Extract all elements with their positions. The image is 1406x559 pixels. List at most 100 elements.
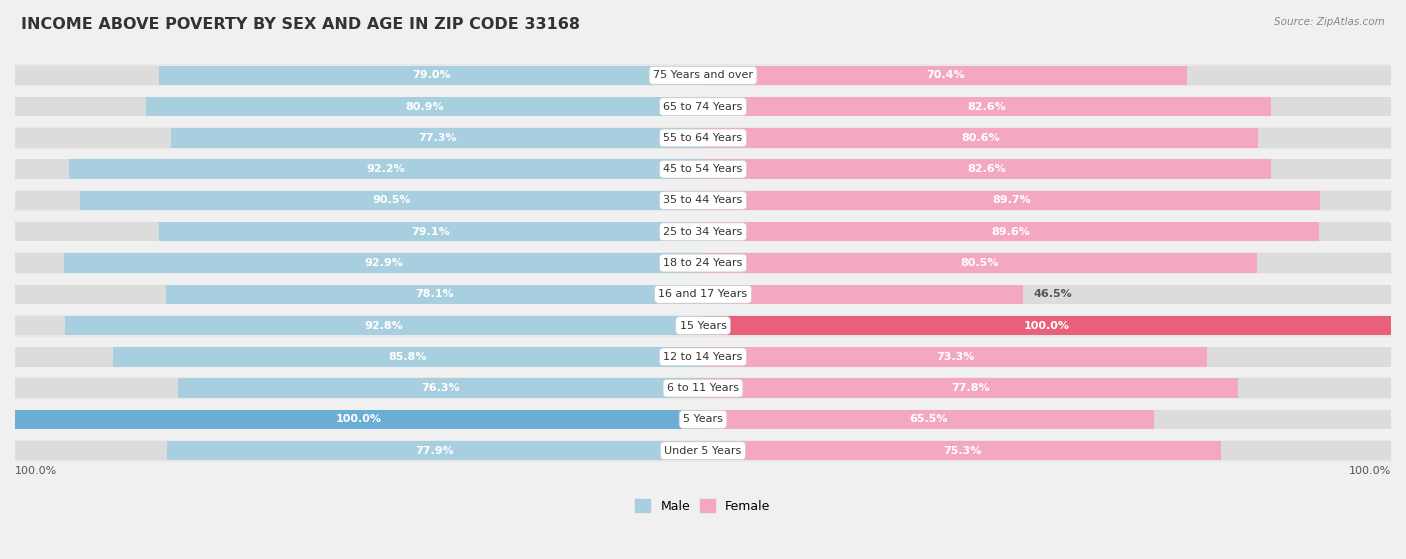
Text: 90.5%: 90.5% [373,196,411,206]
Bar [15,65,703,85]
Bar [15,128,703,148]
Bar [703,285,1024,304]
Text: 89.7%: 89.7% [993,196,1031,206]
Text: 73.3%: 73.3% [936,352,974,362]
Text: 89.6%: 89.6% [991,227,1031,237]
Bar [166,285,703,304]
Bar [15,316,703,335]
Text: 35 to 44 Years: 35 to 44 Years [664,196,742,206]
Bar [15,440,1391,462]
Text: 65.5%: 65.5% [910,414,948,424]
Bar [15,221,1391,243]
Bar [703,159,1271,179]
Bar [15,159,703,179]
Bar [703,441,1391,461]
Bar [15,158,1391,180]
Text: INCOME ABOVE POVERTY BY SEX AND AGE IN ZIP CODE 33168: INCOME ABOVE POVERTY BY SEX AND AGE IN Z… [21,17,581,32]
Bar [15,378,703,398]
Bar [703,378,1239,398]
Text: Under 5 Years: Under 5 Years [665,446,741,456]
Bar [15,96,1391,117]
Text: 15 Years: 15 Years [679,321,727,330]
Bar [703,410,1154,429]
Text: Source: ZipAtlas.com: Source: ZipAtlas.com [1274,17,1385,27]
Text: 79.0%: 79.0% [412,70,450,80]
Bar [15,252,1391,274]
Legend: Male, Female: Male, Female [636,499,770,513]
Bar [703,65,1391,85]
Text: 75.3%: 75.3% [943,446,981,456]
Bar [703,316,1391,335]
Bar [15,377,1391,399]
Text: 100.0%: 100.0% [1348,466,1391,476]
Text: 82.6%: 82.6% [967,102,1007,112]
Text: 85.8%: 85.8% [388,352,427,362]
Text: 100.0%: 100.0% [1024,321,1070,330]
Bar [167,441,703,461]
Bar [15,410,703,429]
Bar [15,253,703,273]
Text: 65 to 74 Years: 65 to 74 Years [664,102,742,112]
Text: 55 to 64 Years: 55 to 64 Years [664,133,742,143]
Text: 25 to 34 Years: 25 to 34 Years [664,227,742,237]
Bar [703,253,1257,273]
Bar [703,316,1391,335]
Text: 77.3%: 77.3% [418,133,457,143]
Text: 45 to 54 Years: 45 to 54 Years [664,164,742,174]
Bar [15,315,1391,337]
Bar [703,128,1257,148]
Bar [15,64,1391,86]
Bar [15,441,703,461]
Bar [80,191,703,210]
Bar [15,346,1391,368]
Bar [703,441,1220,461]
Bar [703,378,1391,398]
Bar [15,222,703,241]
Text: 100.0%: 100.0% [336,414,382,424]
Bar [146,97,703,116]
Bar [703,97,1271,116]
Text: 5 Years: 5 Years [683,414,723,424]
Bar [15,127,1391,149]
Bar [703,222,1391,241]
Text: 77.9%: 77.9% [416,446,454,456]
Bar [703,253,1391,273]
Bar [15,347,703,367]
Bar [703,347,1208,367]
Bar [65,316,703,335]
Text: 92.9%: 92.9% [364,258,404,268]
Text: 75 Years and over: 75 Years and over [652,70,754,80]
Bar [15,285,703,304]
Text: 82.6%: 82.6% [967,164,1007,174]
Bar [703,128,1391,148]
Text: 18 to 24 Years: 18 to 24 Years [664,258,742,268]
Bar [703,65,1187,85]
Bar [703,191,1320,210]
Text: 79.1%: 79.1% [412,227,450,237]
Bar [15,191,703,210]
Text: 92.8%: 92.8% [364,321,404,330]
Text: 80.9%: 80.9% [405,102,444,112]
Text: 6 to 11 Years: 6 to 11 Years [666,383,740,393]
Bar [179,378,703,398]
Bar [703,97,1391,116]
Text: 12 to 14 Years: 12 to 14 Years [664,352,742,362]
Bar [69,159,703,179]
Bar [15,190,1391,211]
Text: 77.8%: 77.8% [952,383,990,393]
Text: 76.3%: 76.3% [422,383,460,393]
Text: 78.1%: 78.1% [415,290,454,299]
Text: 16 and 17 Years: 16 and 17 Years [658,290,748,299]
Bar [703,285,1391,304]
Text: 80.6%: 80.6% [960,133,1000,143]
Text: 70.4%: 70.4% [927,70,965,80]
Bar [159,222,703,241]
Bar [703,191,1391,210]
Bar [172,128,703,148]
Bar [159,65,703,85]
Bar [15,97,703,116]
Bar [112,347,703,367]
Bar [15,409,1391,430]
Bar [703,347,1391,367]
Bar [703,410,1391,429]
